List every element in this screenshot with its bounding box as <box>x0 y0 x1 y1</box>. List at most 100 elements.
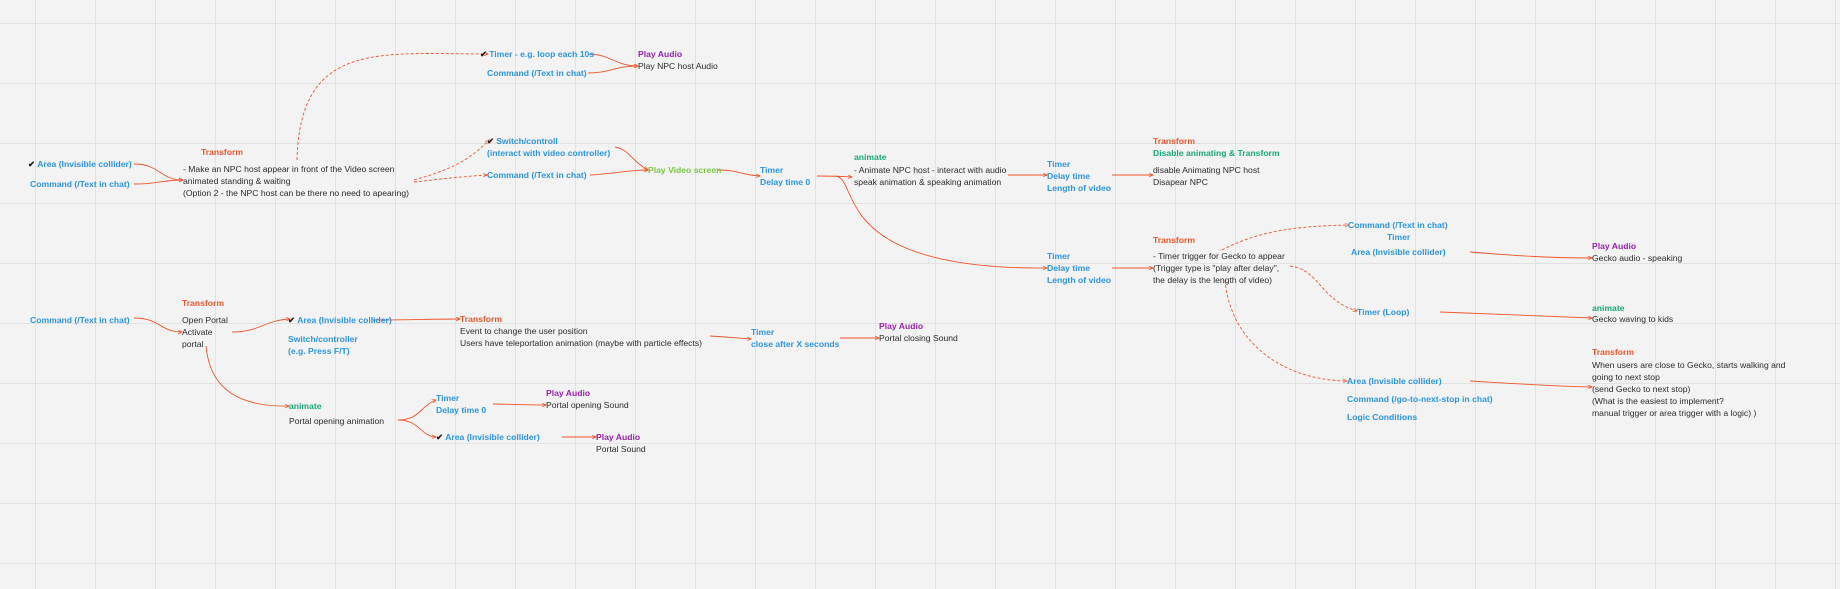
switch-portal-node[interactable]: Switch/controller (e.g. Press F/T) <box>288 333 358 357</box>
area-gecko-node[interactable]: Area (Invisible collider) <box>1351 247 1446 257</box>
timer-loop-label: Timer - e.g. loop each 10s <box>489 49 595 59</box>
connector-arrow <box>614 146 648 170</box>
connector-arrow <box>205 345 289 406</box>
portal-closing-sound-text: Portal closing Sound <box>879 333 958 343</box>
connector-arrow <box>717 169 760 176</box>
gecko-line: - Timer trigger for Gecko to appear <box>1153 251 1285 261</box>
connector-arrow <box>709 335 751 339</box>
animate-npc-title: animate <box>854 152 887 162</box>
area-left-node[interactable]: ✔ Area (Invisible collider) <box>28 158 132 170</box>
connector-arrow <box>1469 251 1592 258</box>
connector-arrow <box>1439 311 1592 318</box>
switch-control-sub: (interact with video controller) <box>487 148 611 158</box>
length-label: Length of video <box>1047 183 1111 193</box>
delay-label: Delay time <box>1047 171 1090 181</box>
connector-arrow <box>835 175 1047 268</box>
check-icon: ✔ <box>487 136 495 146</box>
gecko-description: - Timer trigger for Gecko to appear (Tri… <box>1153 250 1285 286</box>
timer-loop-gecko-node[interactable]: Timer (Loop) <box>1357 307 1410 317</box>
teleport-description: Event to change the user position Users … <box>460 325 702 349</box>
timer-gecko-node[interactable]: Timer <box>1387 232 1411 242</box>
connector-arrow <box>589 170 648 176</box>
teleport-line: Users have teleportation animation (mayb… <box>460 338 703 348</box>
animate-gecko-title: animate <box>1592 303 1625 313</box>
timer-loop-node[interactable]: ✔ Timer - e.g. loop each 10s <box>480 48 594 60</box>
walk-line: (send Gecko to next stop) <box>1592 384 1691 394</box>
connector-arrow <box>413 140 489 181</box>
switch-control-node[interactable]: ✔ Switch/controll (interact with video co… <box>487 135 610 159</box>
connector-arrow <box>1469 380 1592 387</box>
gecko-audio-text: Gecko audio - speaking <box>1592 253 1683 263</box>
connector-arrow <box>816 176 852 177</box>
delay-label: Delay time 0 <box>436 405 487 415</box>
timer-length-node-2[interactable]: Timer Delay time Length of video <box>1047 250 1111 286</box>
connector-arrow <box>587 53 638 66</box>
gecko-line: (Trigger type is "play after delay", <box>1153 263 1280 273</box>
disable-animating-title: Disable animating & Transform <box>1153 148 1280 158</box>
command-portal-node[interactable]: Command (/Text in chat) <box>30 315 130 325</box>
portal-opening-sound-text: Portal opening Sound <box>546 400 629 410</box>
timer-portal-open-node[interactable]: Timer Delay time 0 <box>436 392 486 416</box>
transform-npc-title: Transform <box>201 147 244 157</box>
area-portal-label: Area (Invisible collider) <box>297 315 392 325</box>
command-gecko-node[interactable]: Command (/Text in chat) <box>1348 220 1448 230</box>
animate-npc-line: - Animate NPC host - interact with audio <box>854 165 1007 175</box>
transform-teleport-title: Transform <box>460 314 503 324</box>
connector-arrow <box>492 404 546 405</box>
gecko-line: the delay is the length of video) <box>1153 275 1272 285</box>
check-icon: ✔ <box>288 315 296 325</box>
play-npc-host-audio-text: Play NPC host Audio <box>638 61 718 71</box>
connector-arrow <box>133 163 183 180</box>
timer-close-node[interactable]: Timer close after X seconds <box>751 326 839 350</box>
switch-portal-sub: (e.g. Press F/T) <box>288 346 350 356</box>
animate-npc-description: - Animate NPC host - interact with audio… <box>854 164 1006 188</box>
play-audio-gecko-title: Play Audio <box>1592 241 1637 251</box>
delay-label: Delay time <box>1047 263 1090 273</box>
gecko-waving-text: Gecko waving to kids <box>1592 314 1674 324</box>
timer-length-node-1[interactable]: Timer Delay time Length of video <box>1047 158 1111 194</box>
portal-line: Activate <box>182 327 213 337</box>
command-next-stop-node[interactable]: Command (/go-to-next-stop in chat) <box>1347 394 1493 404</box>
command-left-node[interactable]: Command (/Text in chat) <box>30 179 130 189</box>
timer-label: Timer <box>436 393 460 403</box>
connector-arrow <box>413 175 487 183</box>
play-video-screen-node[interactable]: Play Video screen <box>648 165 722 175</box>
check-icon: ✔ <box>28 159 36 169</box>
area-next-stop-node[interactable]: Area (Invisible collider) <box>1347 376 1442 386</box>
walk-line: (What is the easiest to implement? <box>1592 396 1724 406</box>
teleport-line: Event to change the user position <box>460 326 588 336</box>
connector-arrow <box>397 400 436 421</box>
command-top-node[interactable]: Command (/Text in chat) <box>487 68 587 78</box>
command-mid-node[interactable]: Command (/Text in chat) <box>487 170 587 180</box>
transform-walk-title: Transform <box>1592 347 1635 357</box>
portal-line: portal <box>182 339 204 349</box>
timer-label: Timer <box>751 327 775 337</box>
connector-arrow <box>133 180 183 185</box>
portal-sound-text: Portal Sound <box>596 444 646 454</box>
area-portal-node[interactable]: ✔ Area (Invisible collider) <box>288 314 392 326</box>
timer-label: Timer <box>1047 251 1071 261</box>
logic-conditions-node[interactable]: Logic Conditions <box>1347 412 1418 422</box>
connector-arrow <box>397 419 436 437</box>
walk-line: When users are close to Gecko, starts wa… <box>1592 360 1786 370</box>
length-label: Length of video <box>1047 275 1111 285</box>
walk-line: going to next stop <box>1592 372 1660 382</box>
check-icon: ✔ <box>436 432 444 442</box>
portal-line: Open Portal <box>182 315 228 325</box>
connector-arrow <box>231 319 290 333</box>
animate-portal-title: animate <box>289 401 322 411</box>
connector-arrow <box>296 53 488 161</box>
timer-label: Timer <box>1047 159 1071 169</box>
connector-arrow <box>1221 225 1349 251</box>
timer-delay0-node[interactable]: Timer Delay time 0 <box>760 164 810 188</box>
close-label: close after X seconds <box>751 339 840 349</box>
connector-arrow <box>133 317 182 332</box>
transform-portal-title: Transform <box>182 298 225 308</box>
area-portal-sound-label: Area (Invisible collider) <box>445 432 540 442</box>
portal-description: Open Portal Activate portal <box>182 314 228 350</box>
timer-label: Timer <box>760 165 784 175</box>
area-portal-sound-node[interactable]: ✔ Area (Invisible collider) <box>436 431 540 443</box>
disable-line: disable Animating NPC host <box>1153 165 1260 175</box>
